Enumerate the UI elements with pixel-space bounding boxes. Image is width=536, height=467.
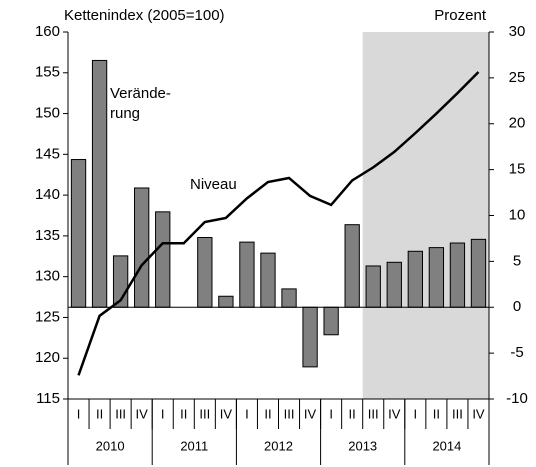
year-label: 2010 — [96, 438, 125, 453]
y-tick-label: 115 — [36, 390, 60, 407]
y2-tick-label: 15 — [509, 161, 526, 178]
bar — [239, 241, 255, 308]
x-tick-label: III — [284, 406, 295, 421]
y-tick-label: 155 — [35, 64, 60, 81]
y-tick-label: 120 — [35, 349, 60, 366]
y-tick-label: 125 — [35, 308, 60, 325]
y-tick-label: 145 — [35, 145, 60, 162]
y2-tick-label: 0 — [513, 298, 521, 315]
bar — [134, 187, 150, 308]
bar — [260, 252, 276, 308]
y2-tick-label: 25 — [509, 69, 526, 86]
year-label: 2012 — [264, 438, 293, 453]
year-label: 2011 — [180, 438, 208, 453]
x-tick-label: III — [368, 406, 379, 421]
y-tick-label: 160 — [35, 23, 60, 40]
x-tick-label: III — [199, 406, 210, 421]
bar — [449, 242, 466, 308]
forecast-shade — [362, 32, 489, 399]
bar — [344, 224, 360, 308]
x-tick-label: I — [245, 406, 249, 421]
bar — [91, 59, 108, 308]
y2-axis-title: Prozent — [434, 7, 487, 24]
x-tick-label: IV — [220, 406, 233, 421]
series-label: Verände- — [110, 85, 171, 102]
x-tick-label: IV — [304, 406, 317, 421]
y2-tick-label: 10 — [509, 206, 526, 223]
line — [77, 71, 480, 376]
year-label: 2013 — [348, 438, 377, 453]
y2-tick-label: 30 — [509, 23, 526, 40]
y-tick-label: 130 — [35, 268, 60, 285]
y-axis-title: Kettenindex (2005=100) — [64, 7, 225, 24]
bar — [218, 295, 234, 308]
x-tick-label: IV — [136, 406, 149, 421]
bar — [365, 265, 381, 308]
series-label: Niveau — [190, 176, 237, 193]
x-tick-label: II — [96, 406, 103, 421]
y-tick-label: 135 — [35, 227, 60, 244]
x-tick-label: I — [161, 406, 165, 421]
series-label: rung — [110, 105, 140, 122]
bar — [197, 237, 213, 308]
x-tick-label: I — [329, 406, 333, 421]
bar — [281, 288, 297, 308]
bar — [386, 261, 402, 308]
bar — [323, 306, 339, 336]
x-tick-label: II — [264, 406, 271, 421]
x-tick-label: I — [414, 406, 418, 421]
y2-tick-label: -5 — [510, 344, 523, 361]
y2-tick-label: -10 — [506, 390, 528, 407]
x-tick-label: IV — [388, 406, 401, 421]
x-tick-label: IV — [472, 406, 485, 421]
bar — [155, 211, 171, 308]
x-tick-label: II — [349, 406, 356, 421]
x-tick-label: II — [433, 406, 440, 421]
x-tick-label: III — [115, 406, 126, 421]
y-tick-label: 140 — [35, 186, 60, 203]
y2-tick-label: 20 — [509, 115, 526, 132]
bar — [407, 250, 423, 308]
y-tick-label: 150 — [35, 105, 60, 122]
bar — [428, 247, 445, 308]
y2-tick-label: 5 — [513, 252, 521, 269]
x-tick-label: II — [180, 406, 187, 421]
bar — [470, 238, 487, 308]
bar — [302, 306, 318, 368]
x-tick-label: I — [77, 406, 81, 421]
bar — [70, 159, 87, 308]
year-label: 2014 — [432, 438, 461, 453]
x-tick-label: III — [452, 406, 463, 421]
